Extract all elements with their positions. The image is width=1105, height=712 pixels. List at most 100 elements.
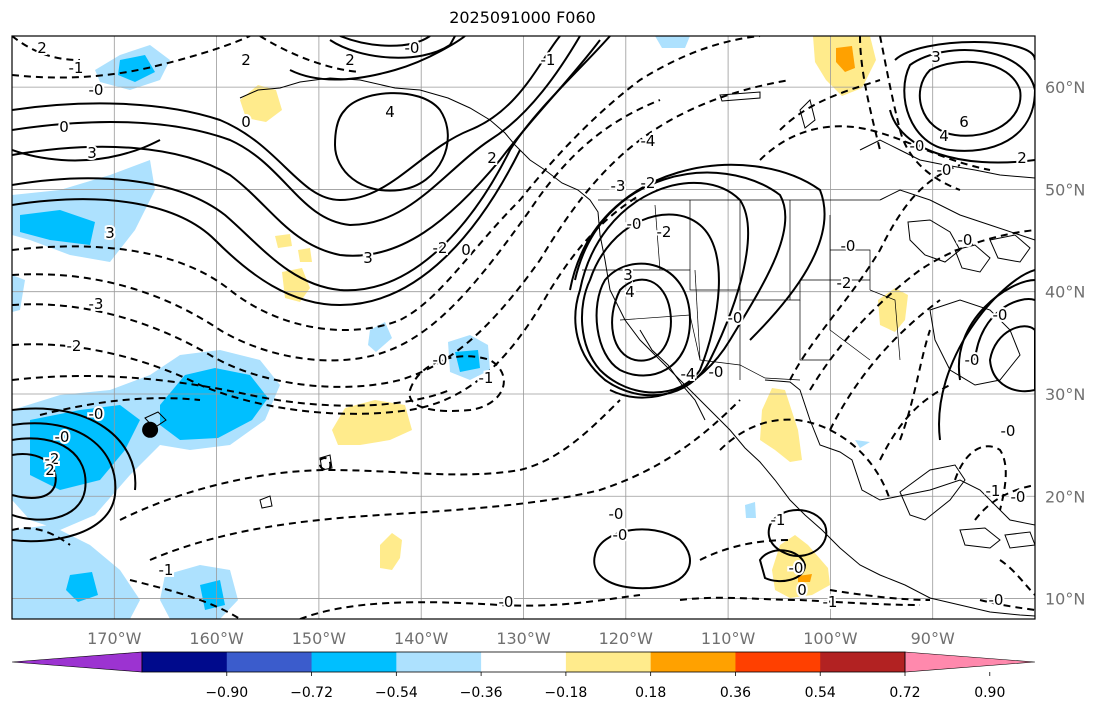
contour-label: 4 (939, 127, 949, 145)
positive-shade-region (275, 234, 292, 248)
contour-line-negative (779, 79, 881, 131)
contour-line-positive (574, 181, 750, 397)
border (830, 249, 871, 290)
contour-line-positive (12, 36, 561, 202)
colorbar-tick-label: −0.36 (460, 685, 503, 701)
contour-line-negative (859, 36, 881, 151)
negative-shade-region (30, 405, 140, 490)
longitude-tick-label: 130°W (496, 629, 551, 648)
coastline (879, 189, 1035, 241)
contour-label: -0 (1011, 488, 1026, 506)
contour-label: -2 (837, 274, 852, 292)
map-frame (11, 35, 1036, 620)
contour-line-positive (758, 549, 807, 583)
contour-line-positive (938, 269, 1035, 441)
latitude-tick-label: 50°N (1045, 180, 1085, 199)
negative-shade-region (655, 36, 690, 48)
coastlines (144, 77, 1035, 617)
positive-shade-region (380, 533, 402, 570)
contour-line-negative (699, 539, 791, 561)
contour-line-negative (12, 375, 451, 407)
positive-shade-region (332, 400, 412, 445)
colorbar-extend-high (904, 651, 1036, 673)
colorbar-tick-label: −0.54 (375, 685, 418, 701)
coastline (799, 99, 816, 129)
contour-label: -3 (611, 177, 626, 195)
contour-line-negative (979, 599, 1035, 611)
latitude-tick-label: 60°N (1045, 78, 1085, 97)
colorbar-tick-label: 0.90 (974, 685, 1005, 701)
colorbar-tick-label: −0.72 (290, 685, 333, 701)
contour-label: 4 (385, 103, 395, 121)
contour-line-negative (12, 36, 251, 79)
contour-line-negative (299, 594, 641, 619)
negative-shade-region (66, 572, 98, 602)
contour-line-positive (593, 528, 691, 590)
positive-shade-region (798, 574, 812, 582)
border (799, 300, 830, 361)
contour-label: -2 (45, 450, 60, 468)
contour-line-negative (12, 36, 81, 61)
contour-line-negative (809, 229, 1035, 391)
coastline (989, 234, 1031, 263)
contour-line-positive (894, 41, 1035, 61)
colorbar-tick-label: −0.90 (205, 685, 248, 701)
contour-line-positive (611, 278, 672, 362)
contour-line-negative (12, 79, 791, 388)
contour-label: -0 (613, 526, 628, 544)
negative-shade-region (20, 210, 95, 245)
contour-label: -0 (789, 559, 804, 577)
contour-label: -4 (681, 365, 696, 383)
contour-line-positive (574, 171, 787, 399)
positive-shade-region (878, 288, 908, 332)
border (582, 269, 870, 301)
contour-label: -0 (910, 137, 925, 155)
axis-labels: 170°W 160°W 150°W 140°W 130°W 120°W 110°W 100°W… (87, 78, 1085, 648)
contour-line-negative (879, 384, 951, 461)
contour-label: 0 (241, 113, 251, 131)
contour-label: 2 (37, 39, 47, 57)
contour-line-negative (899, 329, 931, 441)
contour-line-positive (289, 36, 466, 81)
contour-label: -0 (841, 237, 856, 255)
colorbar-segment (396, 652, 482, 672)
contour-label: -1 (541, 51, 556, 69)
negative-shade-region (160, 368, 268, 440)
contour-line-negative (954, 445, 1007, 511)
colorbar-tick-label: 0.18 (635, 685, 666, 701)
contour-label: -2 (641, 174, 656, 192)
contour-line-positive (12, 149, 521, 307)
contour-line-positive (988, 325, 1035, 393)
negative-shade-region (745, 502, 756, 518)
contour-line-positive (333, 92, 449, 192)
contour-label: -3 (89, 295, 104, 313)
contour-label: -0 (937, 161, 952, 179)
contour-line-negative (789, 164, 961, 381)
longitude-tick-label: 160°W (189, 629, 244, 648)
colorbar-segment (735, 652, 821, 672)
contour-line-negative (879, 36, 961, 191)
contour-label: -1 (771, 511, 786, 529)
contour-line-positive (12, 407, 137, 491)
positive-shade-region (240, 85, 282, 122)
contour-label: -0 (433, 351, 448, 369)
coastline (899, 464, 966, 521)
latitude-tick-label: 10°N (1045, 590, 1085, 609)
negative-shade-region (200, 580, 225, 610)
negative-shade-region (12, 160, 155, 262)
contour-line-positive (581, 213, 720, 394)
coastline (959, 527, 1001, 549)
border (619, 314, 801, 381)
contour-label: 2 (345, 51, 355, 69)
contour-label: -1 (159, 561, 174, 579)
longitude-tick-label: 140°W (394, 629, 449, 648)
contour-line-negative (12, 99, 661, 362)
colorbar-tick-label: 0.36 (720, 685, 751, 701)
contour-label: -0 (609, 505, 624, 523)
contour-line-negative (719, 418, 891, 501)
colorbar-tick-label: 0.54 (805, 685, 836, 701)
contour-label: -0 (55, 428, 70, 446)
contour-label: -0 (965, 351, 980, 369)
contour-label: 0 (59, 118, 69, 136)
contour-label: -0 (89, 405, 104, 423)
